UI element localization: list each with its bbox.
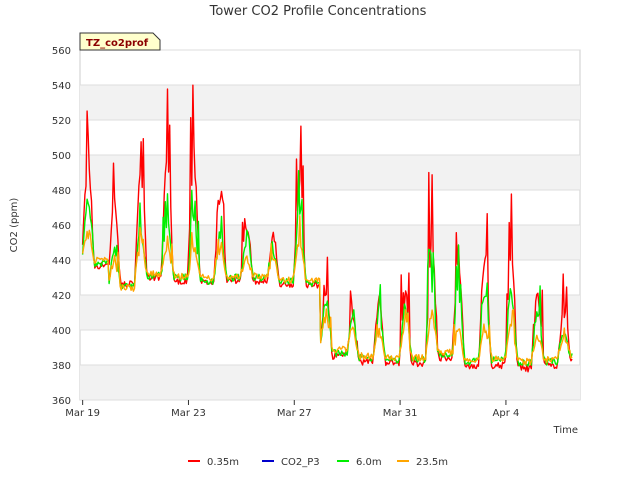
x-tick-label: Mar 23 bbox=[171, 408, 206, 419]
y-tick-label: 560 bbox=[52, 46, 71, 57]
y-axis-label: CO2 (ppm) bbox=[9, 198, 20, 253]
legend-item: CO2_P3 bbox=[262, 457, 320, 468]
background-band bbox=[80, 225, 580, 260]
background-band bbox=[80, 365, 580, 400]
series-line-23.5m bbox=[81, 214, 573, 366]
legend: 0.35m CO2_P3 6.0m 23.5m bbox=[188, 457, 448, 468]
legend-item: 23.5m bbox=[397, 457, 448, 468]
x-tick-label: Apr 4 bbox=[493, 408, 520, 419]
x-tick-label: Mar 31 bbox=[383, 408, 418, 419]
legend-label: 0.35m bbox=[207, 457, 239, 468]
x-tick-label: Mar 19 bbox=[65, 408, 100, 419]
legend-label: 23.5m bbox=[416, 457, 448, 468]
badge-box bbox=[79, 32, 161, 51]
y-tick-label: 380 bbox=[52, 361, 71, 372]
badge-label: TZ_co2prof bbox=[86, 38, 149, 49]
legend-item: 0.35m bbox=[188, 457, 239, 468]
y-tick-label: 440 bbox=[52, 256, 71, 267]
y-tick-label: 480 bbox=[52, 186, 71, 197]
y-tick-label: 500 bbox=[52, 151, 71, 162]
x-tick-label: Mar 27 bbox=[277, 408, 312, 419]
y-tick-label: 360 bbox=[52, 396, 71, 407]
y-tick-label: 460 bbox=[52, 221, 71, 232]
y-tick-labels: 360 380 400 420 440 460 480 500 520 540 560 bbox=[52, 46, 71, 407]
y-tick-label: 520 bbox=[52, 116, 71, 127]
background-band bbox=[80, 155, 580, 190]
background-band bbox=[80, 85, 580, 120]
y-tick-label: 400 bbox=[52, 326, 71, 337]
legend-item: 6.0m bbox=[337, 457, 382, 468]
y-tick-label: 420 bbox=[52, 291, 71, 302]
series-lines bbox=[81, 84, 573, 373]
legend-label: CO2_P3 bbox=[281, 457, 320, 468]
legend-label: 6.0m bbox=[356, 457, 382, 468]
background-bands bbox=[80, 85, 580, 400]
site-badge: TZ_co2prof bbox=[79, 32, 161, 51]
x-tick-labels: Mar 19 Mar 23 Mar 27 Mar 31 Apr 4 bbox=[65, 400, 519, 419]
x-axis-label: Time bbox=[553, 425, 578, 436]
chart-title: Tower CO2 Profile Concentrations bbox=[209, 4, 427, 19]
y-tick-label: 540 bbox=[52, 81, 71, 92]
